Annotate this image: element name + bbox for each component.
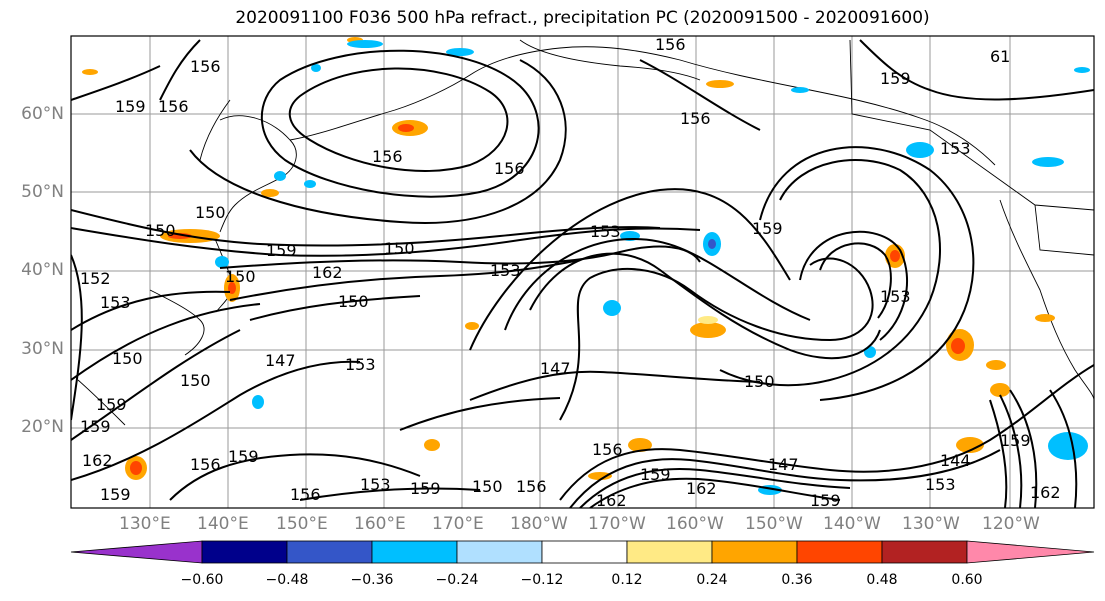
contour-label: 150 xyxy=(225,267,256,286)
contour-label: 159 xyxy=(880,69,911,88)
map-frame-bg xyxy=(71,36,1094,508)
contour-label: 156 xyxy=(190,57,221,76)
contour-label: 147 xyxy=(540,359,571,378)
colorbar-segment xyxy=(456,540,543,564)
refractivity-contours xyxy=(71,39,1094,508)
lon-label: 170°W xyxy=(588,514,646,534)
contour-label: 150 xyxy=(145,221,176,240)
contour-label: 153 xyxy=(490,261,521,280)
lat-label: 40°N xyxy=(21,260,64,280)
colorbar xyxy=(70,540,1095,564)
colorbar-tick: 0.36 xyxy=(781,572,813,588)
colorbar-tick: 0.60 xyxy=(951,572,983,588)
colorbar-segment xyxy=(966,540,1095,564)
contour-label: 156 xyxy=(290,485,321,504)
lat-label: 50°N xyxy=(21,182,64,202)
contour-label: 150 xyxy=(195,203,226,222)
contour-label: 156 xyxy=(190,455,221,474)
contour-label: 153 xyxy=(940,139,971,158)
lat-label: 30°N xyxy=(21,339,64,359)
colorbar-segment xyxy=(201,540,288,564)
lat-label: 20°N xyxy=(21,417,64,437)
colorbar-segment xyxy=(286,540,373,564)
colorbar-segment xyxy=(371,540,458,564)
contour-label: 150 xyxy=(384,239,415,258)
colorbar-tick: −0.12 xyxy=(520,572,564,588)
contour-label: 156 xyxy=(494,159,525,178)
contour-label: 159 xyxy=(96,395,127,414)
colorbar-tick: 0.24 xyxy=(696,572,728,588)
contour-label: 159 xyxy=(266,241,297,260)
colorbar-segment xyxy=(796,540,883,564)
precip-shading xyxy=(82,37,1090,495)
colorbar-tick: −0.60 xyxy=(180,572,224,588)
lon-label: 150°E xyxy=(276,514,328,534)
contour-label: 159 xyxy=(640,465,671,484)
map-title: 2020091100 F036 500 hPa refract., precip… xyxy=(235,8,930,28)
contour-label: 150 xyxy=(744,372,775,391)
contour-label: 153 xyxy=(925,475,956,494)
lon-label: 160°E xyxy=(354,514,406,534)
colorbar-segment xyxy=(70,540,203,564)
contour-label: 159 xyxy=(810,491,841,510)
contour-label: 150 xyxy=(338,292,369,311)
contour-label: 159 xyxy=(115,97,146,116)
contour-label: 162 xyxy=(596,491,627,510)
contour-label: 162 xyxy=(686,479,717,498)
lon-label: 140°E xyxy=(197,514,249,534)
contour-label: 144 xyxy=(940,451,971,470)
contour-label: 147 xyxy=(768,455,799,474)
contour-label: 153 xyxy=(880,287,911,306)
contour-label: 156 xyxy=(592,440,623,459)
contour-label: 159 xyxy=(1000,431,1031,450)
contour-label: 159 xyxy=(100,485,131,504)
contour-label: 156 xyxy=(372,147,403,166)
lon-label: 160°W xyxy=(666,514,724,534)
contour-label: 153 xyxy=(590,222,621,241)
contour-label: 61 xyxy=(990,47,1010,66)
contour-label: 159 xyxy=(80,417,111,436)
contour-label: 153 xyxy=(345,355,376,374)
lon-label: 120°W xyxy=(982,514,1040,534)
contour-label: 150 xyxy=(180,371,211,390)
colorbar-segment xyxy=(881,540,968,564)
colorbar-tick: 0.12 xyxy=(611,572,643,588)
contour-label: 162 xyxy=(312,263,343,282)
contour-label: 153 xyxy=(100,293,131,312)
contour-label: 153 xyxy=(360,475,391,494)
contour-label: 159 xyxy=(228,447,259,466)
colorbar-segment xyxy=(541,540,628,564)
colorbar-segment xyxy=(626,540,713,564)
colorbar-tick: 0.48 xyxy=(866,572,898,588)
contour-label: 150 xyxy=(112,349,143,368)
contour-label: 150 xyxy=(472,477,503,496)
lon-label: 130°W xyxy=(902,514,960,534)
map-frame xyxy=(70,35,1095,509)
contour-label: 156 xyxy=(158,97,189,116)
lon-label: 170°E xyxy=(432,514,484,534)
contour-label: 162 xyxy=(82,451,113,470)
colorbar-tick: −0.48 xyxy=(265,572,309,588)
lat-label: 60°N xyxy=(21,104,64,124)
lon-label: 180°W xyxy=(510,514,568,534)
lon-label: 140°W xyxy=(823,514,881,534)
lon-label: 150°W xyxy=(745,514,803,534)
colorbar-tick: −0.24 xyxy=(435,572,479,588)
contour-label: 147 xyxy=(265,351,296,370)
contour-label: 162 xyxy=(1030,483,1061,502)
contour-labels: 156 159 156 156 156 156 159 61 153 156 1… xyxy=(80,35,1061,510)
contour-label: 159 xyxy=(752,219,783,238)
colorbar-segment xyxy=(711,540,798,564)
contour-label: 156 xyxy=(655,35,686,54)
lon-label: 130°E xyxy=(119,514,171,534)
contour-label: 156 xyxy=(680,109,711,128)
colorbar-tick: −0.36 xyxy=(350,572,394,588)
contour-label: 156 xyxy=(516,477,547,496)
contour-label: 152 xyxy=(80,269,111,288)
contour-label: 159 xyxy=(410,479,441,498)
